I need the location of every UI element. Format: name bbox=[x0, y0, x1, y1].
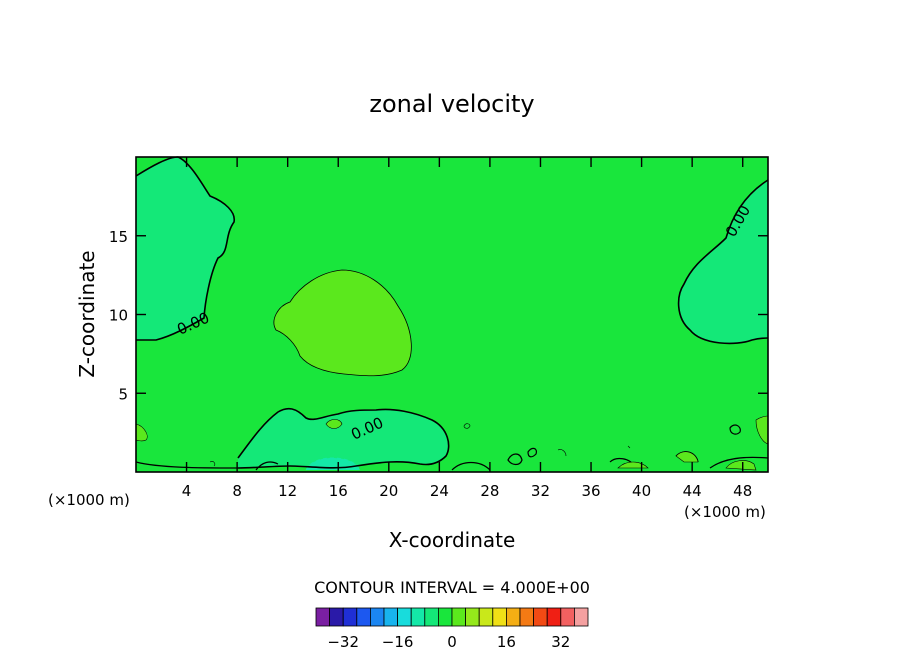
x-tick-label: 12 bbox=[278, 482, 297, 500]
x-unit-label-left: (×1000 m) bbox=[48, 491, 130, 509]
z-tick-label: 5 bbox=[118, 385, 128, 403]
colorbar-swatch bbox=[315, 607, 331, 627]
colorbar-swatch bbox=[342, 607, 358, 627]
colorbar-swatch bbox=[519, 607, 535, 627]
x-tick-label: 16 bbox=[329, 482, 348, 500]
z-axis-label: Z-coordinate bbox=[75, 250, 99, 377]
colorbar-swatch bbox=[478, 607, 494, 627]
near-surface-minimum-contour bbox=[305, 457, 361, 471]
colorbar-tick-label: 32 bbox=[551, 633, 570, 651]
x-tick-label: 40 bbox=[632, 482, 651, 500]
small-cell-outlines bbox=[209, 423, 631, 467]
x-tick-label: 4 bbox=[182, 482, 192, 500]
colorbar-swatch bbox=[533, 607, 548, 627]
colorbar-swatch bbox=[574, 607, 589, 627]
colorbar-swatch bbox=[560, 607, 575, 627]
colorbar-swatch bbox=[356, 607, 371, 627]
x-tick-label: 8 bbox=[232, 482, 242, 500]
colorbar-swatch bbox=[369, 607, 385, 627]
upper-left-negative-region bbox=[136, 157, 235, 340]
colorbar-swatch bbox=[492, 607, 507, 627]
x-tick-label: 32 bbox=[531, 482, 550, 500]
colorbar-tick-label: −32 bbox=[327, 633, 359, 651]
x-axis: 4 8 12 16 20 24 28 32 36 40 44 48 bbox=[182, 157, 752, 500]
z-axis: 5 10 15 bbox=[109, 228, 768, 403]
positive-contour-center bbox=[273, 269, 412, 377]
colorbar-swatch bbox=[465, 607, 480, 627]
colorbar-tick-label: 16 bbox=[497, 633, 516, 651]
x-tick-label: 24 bbox=[430, 482, 449, 500]
zero-contour-lower bbox=[237, 407, 450, 469]
x-axis-label: X-coordinate bbox=[389, 528, 516, 552]
plot-area: 0.00 0.00 0.00 bbox=[135, 156, 769, 473]
contour-interval-text: CONTOUR INTERVAL = 4.000E+00 bbox=[314, 578, 590, 597]
colorbar-swatch bbox=[505, 607, 521, 627]
colorbar-tick-label: −16 bbox=[382, 633, 414, 651]
x-tick-label: 44 bbox=[683, 482, 702, 500]
central-positive-region bbox=[273, 270, 412, 376]
z-tick-label: 15 bbox=[109, 228, 128, 246]
chart-title: zonal velocity bbox=[369, 90, 534, 118]
z-tick-label: 10 bbox=[109, 307, 128, 325]
colorbar-swatch bbox=[437, 607, 453, 627]
colorbar-swatch bbox=[546, 607, 562, 627]
colorbar-swatch bbox=[383, 607, 399, 627]
x-unit-label-right: (×1000 m) bbox=[684, 503, 766, 521]
colorbar-swatch bbox=[329, 607, 344, 627]
x-tick-label: 48 bbox=[733, 482, 752, 500]
lower-negative-region bbox=[238, 408, 449, 468]
colorbar-swatch bbox=[451, 607, 467, 627]
colorbar-swatch bbox=[424, 607, 439, 627]
colorbar-swatch bbox=[410, 607, 426, 627]
colorbar: −32 −16 0 16 32 bbox=[315, 607, 589, 651]
upper-right-negative-region bbox=[678, 180, 768, 344]
x-tick-label: 36 bbox=[581, 482, 600, 500]
background-region bbox=[136, 157, 768, 472]
zero-contour-upper-right bbox=[677, 179, 769, 345]
colorbar-swatch bbox=[397, 607, 412, 627]
x-tick-label: 28 bbox=[480, 482, 499, 500]
colorbar-tick-label: 0 bbox=[447, 633, 457, 651]
x-tick-label: 20 bbox=[379, 482, 398, 500]
